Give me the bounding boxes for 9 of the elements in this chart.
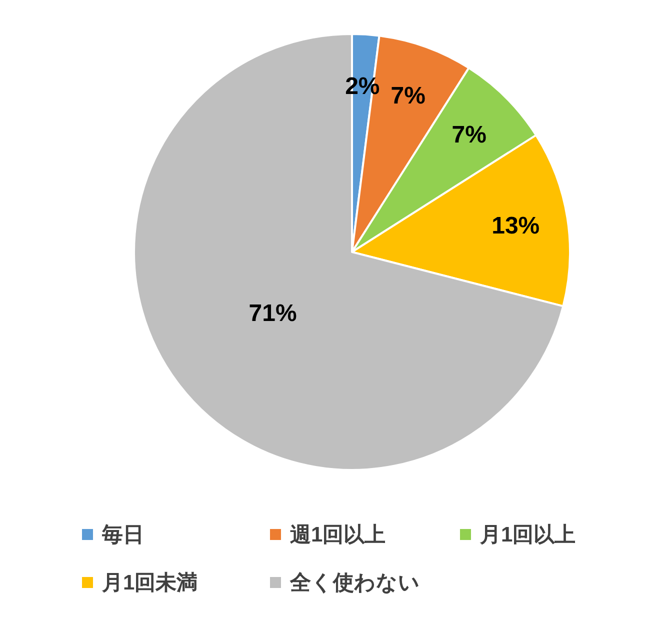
legend-label: 週1回以上 [290,524,386,546]
legend-label: 毎日 [101,524,144,546]
legend-label: 全く使わない [289,572,420,594]
data-label: 7% [390,82,426,110]
data-label: 7% [452,121,486,148]
legend-label: 月1回以上 [479,524,576,546]
legend-label: 月1回未満 [101,572,198,594]
data-label: 13% [492,212,540,240]
data-label: 71% [248,300,297,327]
